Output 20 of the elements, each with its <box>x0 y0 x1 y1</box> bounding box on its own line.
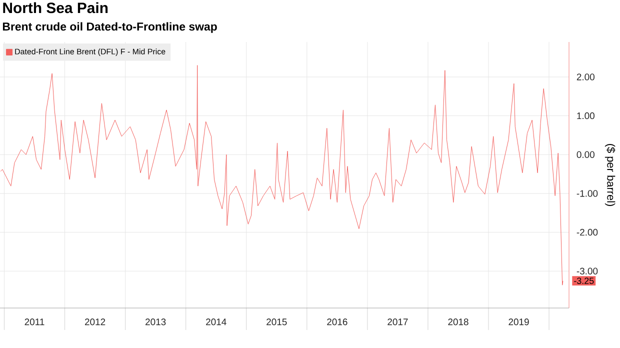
annotation: -3.25 <box>574 278 594 284</box>
y-tick-label: -3.00 <box>576 268 598 274</box>
x-tick-label: 2019 <box>508 318 529 326</box>
chart-title: North Sea Pain <box>3 2 108 14</box>
x-tick-label: 2018 <box>448 318 468 326</box>
chart-subtitle: Brent crude oil Dated-to-Frontline swap <box>2 22 217 33</box>
y-tick-label: 1.00 <box>577 112 594 120</box>
x-tick-label: 2016 <box>327 318 348 326</box>
x-tick-label: 2014 <box>206 318 226 326</box>
x-tick-label: 2012 <box>84 318 106 326</box>
y-tick-label: -1.00 <box>576 190 598 197</box>
x-tick-label: 2017 <box>388 318 408 326</box>
y-tick-label: -2.00 <box>576 228 598 236</box>
line-series <box>0 65 564 286</box>
x-tick-label: 2013 <box>146 318 166 326</box>
y-tick-label: 2.00 <box>576 74 594 80</box>
y-tick-label: 0.00 <box>576 151 594 158</box>
y-axis-title: ($ per barrel) <box>604 144 616 206</box>
x-tick-label: 2015 <box>266 318 287 326</box>
x-tick-label: 2011 <box>24 318 44 326</box>
